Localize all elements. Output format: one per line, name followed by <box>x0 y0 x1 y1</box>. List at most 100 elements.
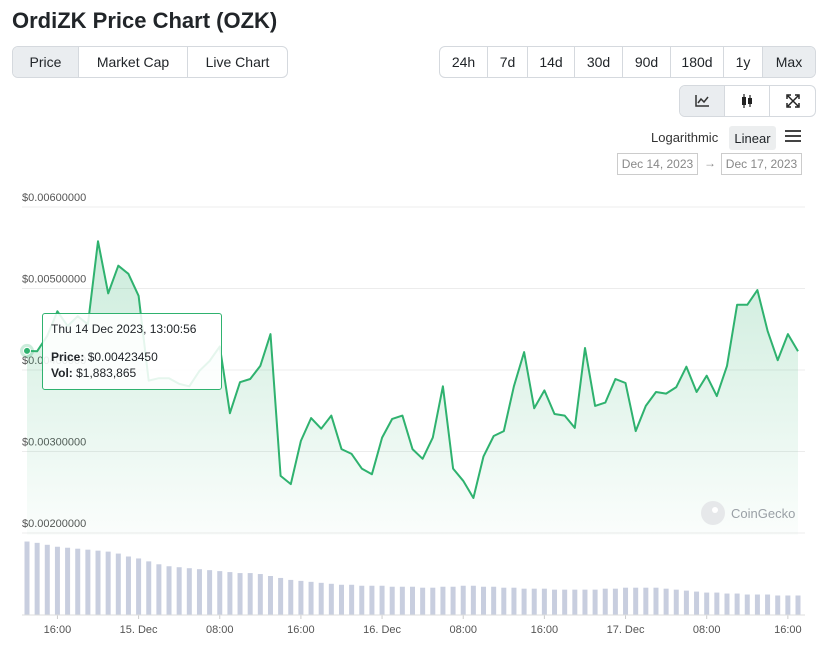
range-button[interactable]: 24h <box>440 47 488 77</box>
volume-bar <box>683 590 689 615</box>
date-from[interactable]: Dec 14, 2023 <box>617 153 698 175</box>
menu-button[interactable] <box>784 128 802 144</box>
volume-bar <box>95 550 101 615</box>
volume-bar <box>481 586 487 615</box>
range-group: 24h 7d 14d 30d 90d 180d 1y Max <box>439 46 816 78</box>
volume-bar <box>146 561 152 615</box>
range-button[interactable]: Max <box>763 47 815 77</box>
fullscreen-icon <box>785 94 800 108</box>
candle-chart-button[interactable] <box>725 86 770 116</box>
volume-bar <box>511 587 517 615</box>
tab-button[interactable]: Market Cap <box>79 47 188 77</box>
date-arrow: → <box>704 156 716 170</box>
line-chart-button[interactable] <box>680 86 725 116</box>
x-tick-label: 17. Dec <box>607 624 645 636</box>
volume-bar <box>65 547 71 615</box>
volume-bar <box>186 568 192 615</box>
watermark-text: CoinGecko <box>731 505 796 521</box>
volume-bar <box>754 594 760 615</box>
line-icon <box>695 95 709 107</box>
volume-bar <box>389 586 395 615</box>
volume-bar <box>369 585 375 615</box>
tab-button[interactable]: Price <box>13 47 79 77</box>
volume-bar <box>54 546 60 615</box>
volume-bar <box>410 586 415 615</box>
volume-bar <box>450 586 456 615</box>
price-area <box>27 241 798 535</box>
watermark: CoinGecko <box>700 500 795 526</box>
range-button[interactable]: 90d <box>623 47 671 77</box>
log-scale-button[interactable]: Logarithmic <box>651 130 719 145</box>
volume-bar <box>308 581 314 615</box>
volume-bar <box>217 571 223 615</box>
volume-bar <box>85 549 91 615</box>
range-button[interactable]: 180d <box>671 47 724 77</box>
volume-bar <box>673 589 679 615</box>
volume-bar <box>785 595 791 615</box>
volume-bar <box>136 558 142 615</box>
date-to[interactable]: Dec 17, 2023 <box>721 153 802 175</box>
volume-bar <box>338 584 344 615</box>
volume-bar <box>653 587 659 615</box>
tooltip-vol: $1,883,865 <box>76 366 137 380</box>
x-tick-label: 16:00 <box>44 624 72 636</box>
volume-bar <box>501 587 507 615</box>
volume-bar <box>237 573 243 615</box>
range-button[interactable]: 7d <box>488 47 528 77</box>
volume-bar <box>399 586 405 615</box>
x-tick-label: 08:00 <box>449 624 477 636</box>
volume-bar <box>795 595 801 615</box>
tooltip: Thu 14 Dec 2023, 13:00:56 Price: $0.0042… <box>42 313 222 390</box>
volume-bar <box>44 544 50 615</box>
volume-bar <box>460 585 466 615</box>
page-title: OrdiZK Price Chart (OZK) <box>12 8 278 33</box>
volume-bar <box>430 587 436 615</box>
volume-bar <box>643 587 649 615</box>
volume-bar <box>592 589 598 615</box>
watermark-logo <box>701 501 725 525</box>
volume-bar <box>775 595 781 615</box>
volume-bar <box>602 588 608 615</box>
volume-bar <box>420 587 426 615</box>
volume-bar <box>176 567 182 615</box>
tooltip-price-label: Price: <box>51 350 85 364</box>
chart-type-group <box>679 85 816 117</box>
volume-bar <box>105 551 111 615</box>
range-button[interactable]: 1y <box>724 47 763 77</box>
volume-bar <box>278 577 284 615</box>
range-button[interactable]: 14d <box>528 47 575 77</box>
x-tick-label: 16:00 <box>774 624 802 636</box>
x-tick-label: 08:00 <box>693 624 721 636</box>
volume-bar <box>288 579 294 615</box>
y-tick-label: $0.00500000 <box>22 274 86 286</box>
volume-bar <box>491 586 497 615</box>
volume-bar <box>247 573 253 615</box>
volume-bar <box>75 548 81 615</box>
volume-bar <box>734 593 740 615</box>
tooltip-price: $0.00423450 <box>87 350 158 364</box>
volume-bar <box>541 588 547 615</box>
tab-button[interactable]: Live Chart <box>205 54 270 70</box>
volume-bar <box>227 572 233 615</box>
volume-bar <box>694 591 700 615</box>
volume-bar <box>298 580 304 615</box>
range-button[interactable]: 30d <box>575 47 623 77</box>
fullscreen-button[interactable] <box>770 86 815 116</box>
x-tick-label: 16:00 <box>531 624 559 636</box>
tooltip-vol-label: Vol: <box>51 366 73 380</box>
volume-bar <box>115 553 121 615</box>
volume-bar <box>552 589 558 615</box>
volume-bar <box>704 592 710 615</box>
x-tick-label: 08:00 <box>206 624 234 636</box>
y-tick-label: $0.00600000 <box>22 192 86 204</box>
volume-bar <box>328 583 334 615</box>
tooltip-title: Thu 14 Dec 2023, 13:00:56 <box>51 322 197 336</box>
volume-bar <box>470 585 476 615</box>
volume-bar <box>714 592 720 615</box>
volume-bar <box>582 589 588 615</box>
linear-scale-button[interactable]: Linear <box>729 126 776 150</box>
volume-bar <box>125 556 131 615</box>
candle-icon <box>742 94 752 108</box>
volume-bar <box>24 541 30 615</box>
